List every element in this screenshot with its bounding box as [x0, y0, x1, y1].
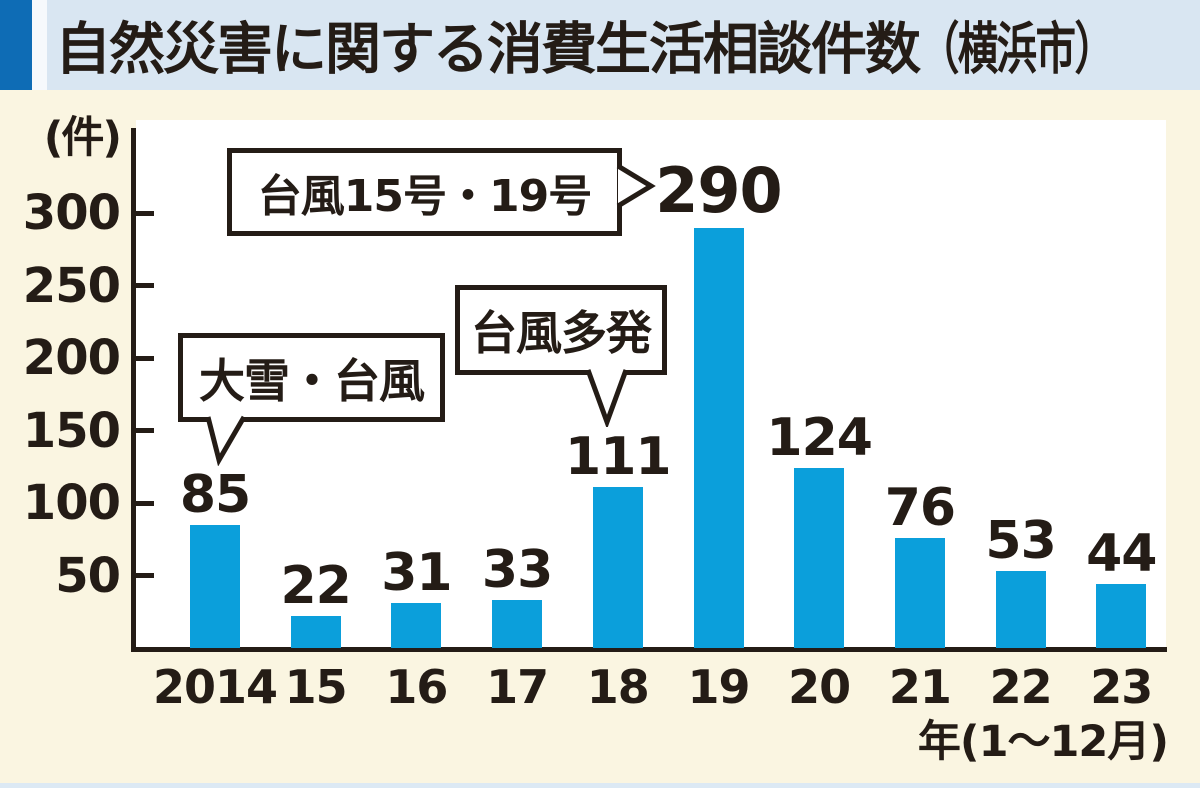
annotation-heavy-snow-typhoon-label: 大雪・台風	[199, 353, 425, 408]
title-bar: 自然災害に関する消費生活相談件数（横浜市）	[0, 0, 1200, 90]
y-tick-label-150: 150	[22, 402, 121, 459]
x-axis-unit-label: 年(1〜12月)	[917, 717, 1169, 767]
x-tick-label-23: 23	[1090, 660, 1153, 714]
annotation-many-typhoons-tail	[585, 369, 629, 427]
annotation-heavy-snow-typhoon-tail	[205, 415, 247, 466]
y-axis-unit-label: (件)	[43, 113, 122, 163]
y-tick-100	[136, 500, 154, 506]
x-tick-label-16: 16	[385, 660, 448, 714]
bar-20	[794, 468, 845, 648]
x-tick-label-17: 17	[486, 660, 549, 714]
value-label-15: 22	[280, 556, 352, 617]
value-label-19: 290	[655, 153, 782, 227]
value-label-16: 31	[381, 543, 452, 604]
bottom-strip	[0, 783, 1200, 788]
x-tick-label-2014: 2014	[152, 660, 278, 714]
page-title-region: （横浜市）	[919, 17, 1115, 83]
value-label-18: 111	[565, 427, 672, 488]
bar-15	[290, 616, 341, 648]
y-tick-300	[136, 210, 154, 216]
x-tick-label-18: 18	[586, 660, 650, 714]
y-tick-150	[136, 428, 154, 433]
value-label-17: 33	[481, 540, 553, 601]
x-tick-label-19: 19	[687, 660, 750, 714]
x-axis-line	[131, 647, 1167, 652]
value-label-23: 44	[1086, 524, 1157, 585]
title-accent-block	[0, 0, 32, 90]
annotation-typhoon-15-19-arrow	[616, 163, 656, 209]
value-label-2014: 85	[179, 464, 251, 525]
page-title: 自然災害に関する消費生活相談件数（横浜市）	[55, 5, 1189, 86]
annotation-heavy-snow-typhoon: 大雪・台風	[178, 333, 445, 422]
y-tick-50	[136, 573, 154, 578]
y-tick-label-300: 300	[22, 185, 121, 241]
y-tick-200	[136, 355, 154, 361]
y-tick-label-200: 200	[22, 330, 121, 386]
x-tick-label-20: 20	[788, 660, 851, 714]
bar-22	[995, 571, 1046, 648]
bar-21	[894, 537, 945, 648]
annotation-many-typhoons-label: 台風多発	[471, 306, 652, 360]
y-tick-label-250: 250	[22, 257, 121, 314]
bar-16	[391, 603, 442, 648]
page-title-main: 自然災害に関する消費生活相談件数	[55, 17, 921, 83]
bar-17	[492, 600, 543, 648]
value-label-22: 53	[985, 511, 1056, 572]
x-tick-label-21: 21	[888, 660, 952, 714]
y-tick-label-100: 100	[22, 475, 121, 531]
title-panel: 自然災害に関する消費生活相談件数（横浜市）	[47, 0, 1200, 90]
bar-19	[693, 227, 744, 648]
value-label-20: 124	[766, 408, 873, 469]
bar-2014	[190, 524, 240, 648]
annotation-many-typhoons: 台風多発	[455, 285, 667, 375]
bar-23	[1096, 584, 1147, 648]
value-label-21: 76	[884, 477, 956, 538]
x-tick-label-22: 22	[989, 660, 1053, 714]
annotation-typhoon-15-19: 台風15号・19号	[227, 148, 622, 236]
bar-18	[592, 487, 643, 648]
annotation-typhoon-15-19-label: 台風15号・19号	[257, 171, 592, 222]
x-tick-label-15: 15	[284, 660, 348, 714]
y-tick-250	[136, 283, 154, 288]
y-axis-line	[131, 128, 136, 652]
y-tick-label-50: 50	[55, 547, 121, 604]
